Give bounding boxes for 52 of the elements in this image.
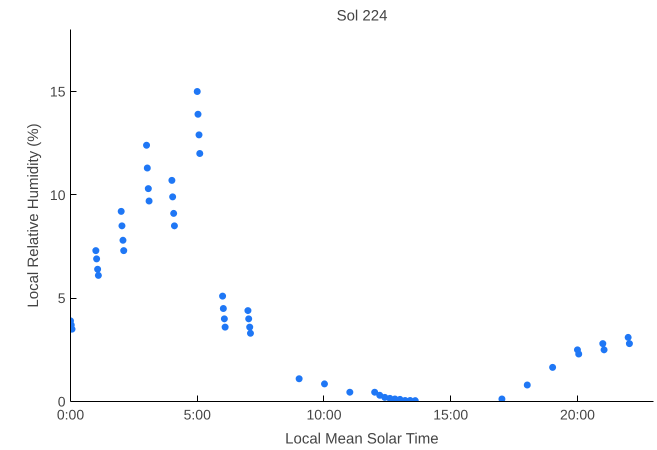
point	[94, 266, 102, 273]
point	[119, 236, 126, 244]
point	[320, 380, 328, 388]
point	[626, 340, 633, 348]
x-tick-label: 10:00	[306, 406, 342, 422]
point	[170, 210, 178, 217]
point	[371, 388, 378, 396]
chart-title: Sol 224	[336, 8, 388, 24]
point	[220, 305, 227, 312]
point	[245, 315, 252, 322]
point	[94, 272, 102, 279]
point	[196, 131, 203, 138]
x-axis-title: Local Mean Solar Time	[285, 430, 439, 448]
point	[93, 255, 100, 262]
point	[146, 198, 153, 205]
x-tick-label: 20:00	[560, 406, 596, 422]
x-tick-label: 0:00	[56, 406, 84, 422]
point	[168, 176, 176, 184]
y-tick-label: 15	[50, 84, 66, 100]
point	[498, 396, 506, 402]
point	[194, 88, 201, 95]
point	[222, 324, 229, 331]
x-tick-label: 5:00	[184, 406, 212, 422]
point	[144, 164, 151, 172]
point	[92, 247, 100, 254]
x-tick-label: 15:00	[433, 406, 468, 422]
point	[246, 330, 254, 337]
point	[524, 381, 531, 388]
point	[219, 292, 226, 300]
point	[244, 307, 252, 314]
point	[600, 346, 608, 354]
y-tick-label: 10	[50, 186, 66, 203]
y-tick-label: 0	[58, 394, 66, 410]
point	[169, 193, 176, 200]
y-axis-title: Local Relative Humidity (%)	[24, 123, 42, 308]
point	[624, 334, 632, 341]
point	[170, 222, 178, 230]
y-tick-label: 5	[58, 290, 66, 306]
point	[599, 340, 606, 348]
point	[118, 222, 126, 230]
point	[196, 150, 204, 157]
point	[549, 364, 556, 371]
point	[143, 142, 150, 149]
point	[120, 247, 128, 254]
point	[246, 324, 254, 331]
point	[346, 388, 354, 396]
point	[144, 185, 152, 192]
point	[220, 315, 228, 322]
point	[194, 110, 202, 118]
point	[575, 350, 582, 358]
point	[118, 208, 125, 215]
point	[296, 375, 303, 382]
